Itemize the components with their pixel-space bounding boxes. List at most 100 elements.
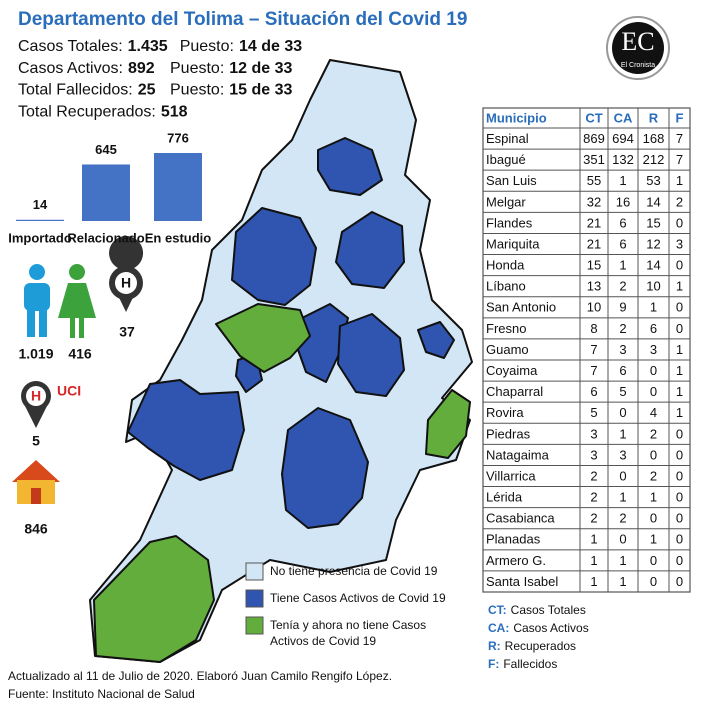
uci-h: H [31,388,41,404]
table-cell: Fresno [486,321,526,336]
table-cell: 14 [646,194,660,209]
title: Departamento del Tolima – Situación del … [18,9,467,30]
table-cell: 0 [650,384,657,399]
table-cell: 1 [676,173,683,188]
bar [154,153,202,221]
table-cell: 0 [676,490,683,505]
table-cell: 16 [616,194,630,209]
table-cell: 0 [650,447,657,462]
logo-name: El Cronista [621,62,655,69]
women-icon [58,264,96,338]
table-cell: 212 [643,152,665,167]
table-cell: Natagaima [486,447,550,462]
stat-value: 518 [161,103,188,120]
table-cell: 0 [676,574,683,589]
table-cell: 14 [646,258,660,273]
map [89,59,473,663]
key-text: Casos Activos [513,621,588,635]
table-header: Municipio [486,110,547,125]
table-cell: 8 [590,321,597,336]
table-header: R [649,110,659,125]
key-text: Recuperados [505,639,576,653]
table-cell: 15 [646,215,660,230]
table-cell: 0 [619,405,626,420]
table-cell: 6 [650,321,657,336]
bar [82,164,130,221]
rank-value: 15 de 33 [229,82,292,99]
key-text: Casos Totales [511,603,586,617]
rank-label: Puesto: [170,82,224,99]
legend-label: Tiene Casos Activos de Covid 19 [270,591,446,605]
footer-line: Fuente: Instituto Nacional de Salud [8,687,195,701]
table-cell: 0 [676,447,683,462]
table-cell: 0 [650,363,657,378]
table-cell: 0 [619,532,626,547]
table-cell: 1 [676,405,683,420]
legend-swatch [245,562,264,581]
bar-category: En estudio [145,230,212,245]
table-cell: 3 [619,342,626,357]
key-abbr: F: [488,657,499,671]
table-cell: Villarrica [486,468,536,483]
table-cell: Santa Isabel [486,574,558,589]
table-cell: 0 [676,300,683,315]
key-abbr: CT: [488,603,507,617]
table-cell: 0 [650,574,657,589]
table-cell: 351 [583,152,605,167]
table-cell: Espinal [486,131,529,146]
table-cell: Planadas [486,532,541,547]
women-count: 416 [68,346,92,362]
table-cell: 1 [619,173,626,188]
table-cell: 2 [590,511,597,526]
key-abbr: CA: [488,621,509,635]
table-cell: 0 [676,468,683,483]
table-cell: 3 [650,342,657,357]
bar-category: Importado [8,230,72,245]
table-cell: 1 [650,300,657,315]
uci-icon: H [21,381,51,428]
home-count: 846 [24,521,48,537]
table-cell: 1 [676,363,683,378]
table-cell: Casabianca [486,511,555,526]
stat-value: 892 [128,60,155,77]
table-cell: 15 [587,258,601,273]
stat-value: 1.435 [128,38,168,55]
table-header: F [676,110,684,125]
legend-swatch [245,616,264,635]
logo-initials: EC [621,27,654,56]
table-cell: 1 [676,279,683,294]
table-cell: 7 [676,131,683,146]
table-cell: 13 [587,279,601,294]
table-cell: 2 [590,468,597,483]
stat-value: 25 [138,82,156,99]
table-cell: 1 [619,553,626,568]
legend-label: No tiene presencia de Covid 19 [270,564,438,578]
table-cell: Lérida [486,490,523,505]
table-cell: 694 [612,131,634,146]
table-cell: 2 [676,194,683,209]
table-cell: 3 [590,426,597,441]
table-cell: Piedras [486,426,531,441]
table-header: CT [585,110,602,125]
key-text: Fallecidos [503,657,557,671]
hospital-count: 37 [119,324,135,340]
table-cell: 2 [619,511,626,526]
table-cell: San Luis [486,173,537,188]
table-cell: 0 [619,468,626,483]
table-cell: San Antonio [486,300,556,315]
table-cell: 1 [590,553,597,568]
table-cell: 6 [619,363,626,378]
table-cell: Líbano [486,279,526,294]
table-cell: 168 [643,131,665,146]
table-cell: 4 [650,405,657,420]
bar-value: 14 [33,197,48,212]
table-cell: 1 [619,490,626,505]
table-cell: 1 [650,490,657,505]
home-icon [12,460,60,504]
table-cell: Honda [486,258,525,273]
table-cell: 0 [676,553,683,568]
table-cell: 1 [619,426,626,441]
table-cell: 0 [676,532,683,547]
table-cell: 10 [646,279,660,294]
